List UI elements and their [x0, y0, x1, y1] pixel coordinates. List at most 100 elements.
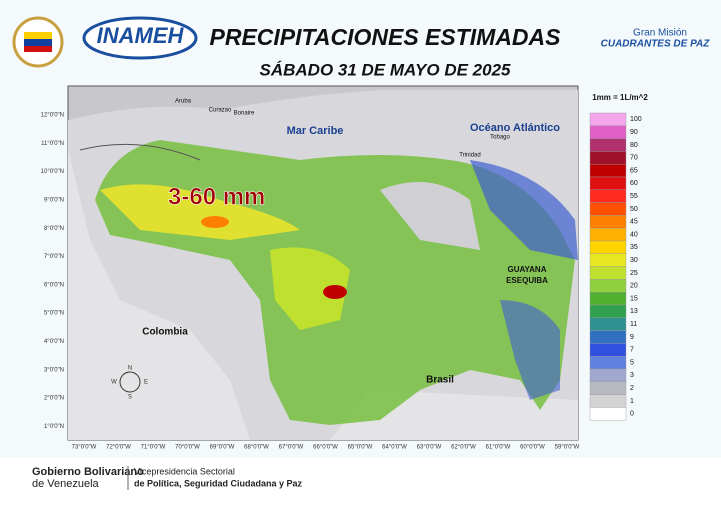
lat-label: 3°0'0"N	[44, 367, 64, 373]
place-label: Trinidad	[459, 153, 480, 159]
compass-label: E	[144, 380, 148, 386]
place-label: Mar Caribe	[287, 125, 344, 137]
lon-label: 66°0'0"W	[313, 445, 338, 451]
legend-label: 7	[630, 347, 634, 354]
border-line	[79, 143, 201, 161]
legend-label: 20	[630, 283, 638, 290]
precip-area	[323, 285, 347, 299]
place-label: Colombia	[142, 327, 188, 338]
lat-label: 8°0'0"N	[44, 226, 64, 232]
place-label: Océano Atlántico	[470, 122, 560, 134]
legend-swatch	[589, 253, 627, 267]
legend-swatch	[589, 381, 627, 395]
lat-label: 6°0'0"N	[44, 282, 64, 288]
legend-label: 70	[630, 155, 638, 162]
lon-label: 70°0'0"W	[175, 445, 200, 451]
footer-text: Gobierno Bolivariano	[32, 466, 144, 478]
lon-label: 59°0'0"W	[555, 445, 580, 451]
annotation: 3-60 mm	[168, 183, 265, 210]
legend-swatch	[589, 202, 627, 216]
lon-label: 61°0'0"W	[486, 445, 511, 451]
legend-label: 35	[630, 244, 638, 251]
legend-label: 25	[630, 270, 638, 277]
legend-label: 2	[630, 385, 634, 392]
legend-swatch	[589, 215, 627, 229]
lon-label: 62°0'0"W	[451, 445, 476, 451]
lat-label: 12°0'0"N	[41, 113, 64, 119]
legend-swatch	[589, 189, 627, 203]
legend-swatch	[589, 125, 627, 139]
legend-swatch	[589, 394, 627, 408]
legend-label: 5	[630, 359, 634, 366]
lon-label: 67°0'0"W	[279, 445, 304, 451]
place-label: GUAYANA	[508, 265, 547, 274]
legend-label: 30	[630, 257, 638, 264]
lon-label: 72°0'0"W	[106, 445, 131, 451]
date: SÁBADO 31 DE MAYO DE 2025	[260, 60, 512, 79]
footer-text: de Política, Seguridad Ciudadana y Paz	[134, 478, 303, 488]
legend-label: 0	[630, 411, 634, 418]
legend-label: 11	[630, 321, 637, 328]
legend-swatch	[589, 368, 627, 383]
lat-label: 10°0'0"N	[41, 169, 64, 175]
legend-label: 40	[630, 231, 638, 238]
lon-label: 64°0'0"W	[382, 445, 407, 451]
legend-swatch	[589, 330, 627, 344]
map-labels: Mar Caribe Océano Atlántico Colombia Brasil…	[111, 99, 560, 401]
legend-swatch	[589, 138, 627, 152]
lat-label: 2°0'0"N	[44, 396, 64, 402]
legend-swatch	[589, 304, 627, 319]
legend-label: 50	[630, 206, 638, 213]
legend-swatch	[589, 266, 627, 280]
footer-text: Vicepresidencia Sectorial	[134, 466, 235, 476]
precip-area	[100, 184, 300, 240]
flag-icon	[24, 46, 52, 52]
legend: 1009080706560555045403530252015131197532…	[589, 112, 642, 421]
legend-label: 60	[630, 180, 638, 187]
agency-logo	[82, 16, 198, 60]
legend-label: 1	[630, 398, 634, 405]
lon-label: 69°0'0"W	[210, 445, 235, 451]
partner-line: CUADRANTES DE PAZ	[601, 39, 711, 50]
lat-label: 11°0'0"N	[41, 141, 64, 147]
legend-title: 1mm = 1L/m^2	[592, 93, 648, 102]
partner-line: Gran Misión	[633, 28, 687, 39]
place-label: Brasil	[426, 375, 454, 386]
flag-icon	[24, 39, 52, 46]
legend-swatch	[589, 176, 627, 191]
lon-label: 71°0'0"W	[141, 445, 166, 451]
legend-swatch	[589, 292, 627, 306]
legend-swatch	[589, 279, 627, 293]
lat-label: 5°0'0"N	[44, 311, 64, 317]
title: PRECIPITACIONES ESTIMADAS	[210, 24, 562, 50]
agency-name: INAMEH	[97, 23, 185, 48]
compass-label: N	[128, 366, 132, 372]
footer-text: de Venezuela	[32, 478, 100, 490]
lon-label: 68°0'0"W	[244, 445, 269, 451]
legend-label: 9	[630, 334, 634, 341]
precip-area	[470, 160, 578, 260]
compass	[119, 371, 141, 393]
lat-label: 9°0'0"N	[44, 197, 64, 203]
lat-label: 4°0'0"N	[44, 339, 64, 345]
lat-label: 1°0'0"N	[44, 424, 64, 430]
legend-label: 13	[630, 308, 638, 315]
legend-label: 45	[630, 219, 638, 226]
lat-label: 7°0'0"N	[44, 254, 64, 260]
place-label: Bonaire	[234, 111, 255, 117]
place-label: Curazao	[209, 108, 232, 114]
precip-area	[201, 216, 229, 228]
legend-swatch	[589, 317, 627, 331]
legend-label: 90	[630, 129, 638, 136]
legend-label: 80	[630, 142, 638, 149]
legend-swatch	[589, 163, 627, 178]
place-label: Aruba	[175, 99, 192, 105]
legend-label: 15	[630, 295, 638, 302]
legend-swatch	[589, 240, 627, 255]
legend-label: 3	[630, 372, 634, 379]
legend-label: 100	[630, 116, 642, 123]
lon-label: 65°0'0"W	[348, 445, 373, 451]
lon-label: 60°0'0"W	[520, 445, 545, 451]
legend-swatch	[589, 343, 627, 357]
